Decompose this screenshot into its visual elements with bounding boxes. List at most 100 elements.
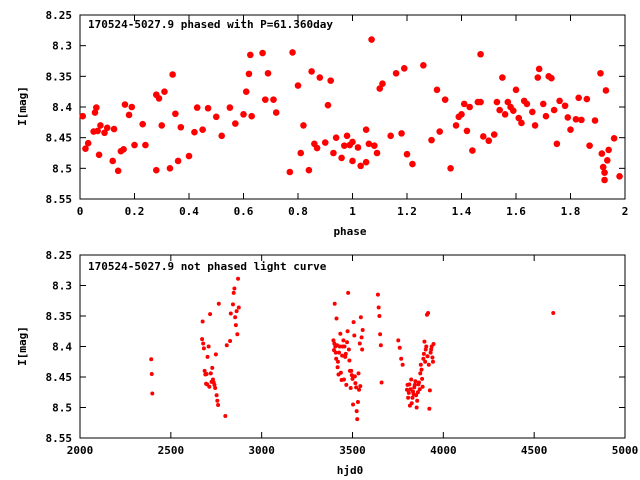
phased-data-point [605, 146, 612, 154]
phased-data-point [286, 168, 294, 176]
unphased-data-point [236, 305, 241, 310]
unphased-data-point [410, 395, 415, 400]
phased-data-point [598, 150, 606, 157]
phased-data-point [297, 149, 305, 157]
unphased-x-tick-label: 3500 [339, 444, 366, 457]
unphased-y-tick-label: 8.45 [46, 371, 73, 384]
unphased-data-point [232, 286, 237, 291]
unphased-data-point [425, 354, 430, 359]
phased-data-point [373, 149, 381, 157]
unphased-x-axis-label: hjd0 [337, 464, 364, 477]
unphased-data-point [406, 390, 411, 395]
unphased-data-point [337, 344, 342, 349]
unphased-data-point [423, 359, 428, 364]
unphased-data-point [358, 315, 363, 320]
unphased-data-point [352, 374, 357, 379]
phased-y-tick-label: 8.35 [46, 70, 73, 83]
unphased-data-point [333, 350, 338, 355]
unphased-data-point [348, 385, 353, 390]
unphased-data-point [149, 357, 154, 362]
unphased-data-point [397, 345, 402, 350]
phased-data-point [441, 96, 449, 103]
phased-data-point [535, 65, 543, 73]
phased-data-point [121, 101, 129, 108]
phased-data-point [447, 165, 454, 172]
unphased-data-point [205, 354, 210, 359]
phased-data-point [531, 122, 539, 129]
phased-data-point [343, 132, 351, 140]
unphased-data-point [208, 312, 213, 317]
phased-data-point [242, 88, 250, 95]
phased-data-point [169, 71, 176, 78]
unphased-data-point [206, 344, 211, 349]
phased-data-point [392, 69, 400, 77]
phased-x-tick-label: 0.2 [125, 205, 145, 218]
unphased-data-point [416, 380, 421, 385]
phased-data-point [172, 110, 179, 118]
unphased-data-point [210, 377, 215, 382]
unphased-data-point [344, 382, 349, 387]
unphased-data-point [150, 391, 155, 396]
unphased-data-point [214, 393, 219, 398]
phased-data-point [114, 167, 122, 175]
unphased-data-point [234, 309, 239, 314]
phased-data-point [204, 104, 212, 112]
unphased-data-point [228, 311, 233, 316]
unphased-data-point [415, 398, 420, 403]
phased-data-point [597, 69, 604, 77]
phased-data-point [264, 69, 272, 77]
phased-data-point [166, 165, 174, 172]
unphased-x-tick-label: 4500 [521, 444, 548, 457]
phased-data-point [362, 126, 370, 133]
phased-data-point [199, 126, 206, 133]
phased-data-point [247, 51, 254, 59]
unphased-data-point [420, 384, 425, 389]
phased-data-point [575, 94, 582, 102]
phased-data-point [109, 157, 116, 165]
unphased-data-point [223, 414, 228, 419]
phased-data-point [341, 142, 348, 149]
phased-y-tick-label: 8.45 [46, 132, 73, 145]
phased-data-point [82, 145, 89, 153]
phased-data-point [539, 100, 547, 108]
phased-data-point [120, 146, 127, 153]
unphased-y-tick-label: 8.55 [46, 432, 73, 445]
phased-data-point [248, 112, 255, 120]
phased-data-point [556, 97, 563, 105]
phased-data-point [403, 150, 411, 158]
phased-data-point [362, 158, 370, 166]
unphased-data-point [426, 362, 431, 367]
unphased-data-point [334, 316, 339, 321]
unphased-data-point [376, 305, 381, 310]
unphased-data-point [419, 367, 424, 372]
unphased-data-point [340, 353, 345, 358]
unphased-data-point [200, 337, 205, 342]
phased-data-point [245, 70, 253, 78]
unphased-data-point [355, 400, 360, 405]
phased-data-point [368, 36, 375, 43]
unphased-data-point [429, 347, 434, 352]
phased-data-point [131, 141, 138, 149]
phased-data-point [469, 147, 476, 154]
phased-data-point [548, 74, 555, 82]
phased-data-point [583, 95, 591, 103]
phased-data-point [95, 151, 103, 159]
phased-data-point [79, 112, 87, 120]
unphased-data-point [352, 333, 357, 338]
unphased-data-point [346, 347, 351, 352]
phased-y-tick-label: 8.4 [52, 101, 72, 114]
unphased-data-point [407, 382, 412, 387]
phased-data-point [193, 104, 201, 111]
phased-x-tick-label: 0 [77, 205, 84, 218]
phased-data-point [523, 100, 531, 108]
phased-data-point [185, 152, 193, 160]
unphased-data-point [378, 343, 383, 348]
phased-data-point [512, 86, 520, 94]
unphased-data-point [332, 301, 337, 306]
unphased-data-point [349, 373, 354, 378]
phased-data-point [240, 111, 247, 118]
phased-data-point [142, 141, 149, 149]
phased-data-point [324, 101, 332, 109]
phased-data-point [567, 126, 574, 133]
